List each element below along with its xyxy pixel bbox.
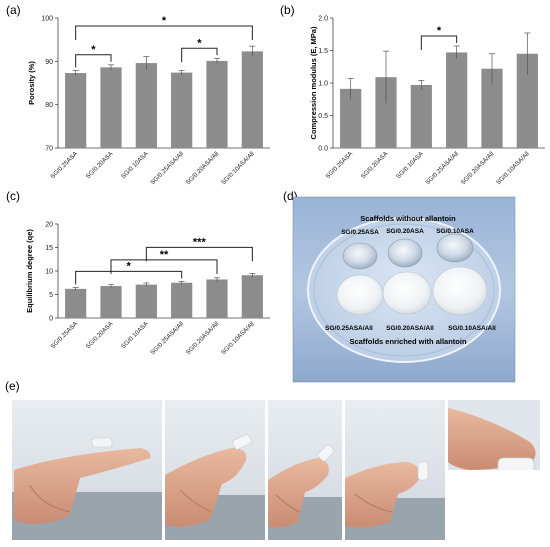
x-tick-label: SG/0.10ASA/All: [220, 150, 256, 186]
bar: [135, 63, 157, 148]
y-tick-label: 90: [45, 59, 53, 66]
bar: [340, 88, 362, 148]
x-tick-label: SG/0.20ASA: [360, 150, 390, 180]
bar: [206, 60, 228, 148]
x-tick-label: SG/0.10ASA: [120, 320, 150, 350]
bar: [100, 67, 122, 148]
y-tick-label: 0.0: [318, 146, 328, 153]
panel-label-e: (e): [5, 379, 20, 393]
panel-label-c: (c): [6, 189, 20, 203]
y-tick-label: 80: [45, 102, 53, 109]
y-axis-label: Compression modulus (E, MPa): [309, 26, 318, 139]
top-label-2: SG/0.10ASA: [436, 228, 474, 235]
x-tick-label: SG/0.20ASA: [85, 150, 115, 180]
x-tick-label: SG/0.10ASA/All: [495, 150, 531, 186]
x-tick-label: SG/0.10ASA: [395, 150, 425, 180]
y-tick-label: 5: [49, 292, 53, 299]
bottom-label-2: SG/0.10ASA/All: [448, 325, 496, 332]
x-tick-label: SG/0.25ASA: [49, 320, 79, 350]
significance-bracket: [181, 47, 218, 63]
bar: [206, 279, 228, 318]
bottom-label-1: SG/0.20ASA/All: [386, 325, 434, 332]
white-scaffold-1: [336, 274, 384, 316]
panel-label-b: (b): [280, 3, 295, 17]
bar: [375, 77, 397, 148]
x-tick-label: SG/0.25ASA: [49, 150, 79, 180]
y-tick-label: 20: [45, 222, 53, 229]
x-tick-label: SG/0.20ASA/All: [460, 150, 496, 186]
significance-bracket: [110, 259, 218, 274]
x-tick-label: SG/0.25ASA: [324, 150, 354, 180]
x-tick-label: SG/0.10ASA/All: [220, 320, 256, 356]
finger-photo-5: [448, 400, 540, 540]
significance-label: ***: [193, 236, 207, 248]
white-scaffold-2: [382, 271, 432, 315]
bar: [65, 288, 87, 318]
panel-label-a: (a): [6, 3, 21, 17]
significance-bracket: [145, 246, 253, 262]
x-tick-label: SG/0.25ASA/All: [149, 320, 185, 356]
bar: [241, 51, 263, 148]
bar: [65, 73, 87, 148]
significance-bracket: [420, 35, 458, 50]
finger-photo-1: [12, 400, 162, 540]
bar: [171, 72, 193, 148]
significance-bracket: [75, 270, 183, 285]
finger-photo-3: [268, 400, 342, 540]
x-tick-label: SG/0.25ASA/All: [424, 150, 460, 186]
scaffolds-without-title: Scaffolds without allantoin: [360, 214, 456, 223]
y-tick-label: 0: [49, 316, 53, 323]
white-scaffold-3: [432, 266, 488, 316]
x-tick-label: SG/0.20ASA/All: [185, 150, 221, 186]
top-label-0: SG/0.25ASA: [341, 229, 379, 236]
y-tick-label: 70: [45, 146, 53, 153]
clear-scaffold-1: [342, 242, 378, 270]
bar: [100, 286, 122, 318]
bar: [135, 284, 157, 318]
significance-label: *: [127, 260, 132, 272]
significance-label: **: [160, 249, 169, 261]
chart-equilibrium-degree: 0 5 10 15 20 Equilibrium degree (qe) SG/0.25AS…: [25, 222, 270, 356]
y-tick-label: 2.0: [318, 16, 328, 23]
y-axis-label: Porosity (%): [27, 61, 36, 105]
bottom-label-0: SG/0.25ASA/All: [325, 325, 373, 332]
significance-label: *: [91, 44, 96, 56]
significance-label: *: [437, 25, 442, 37]
bar: [171, 282, 193, 318]
photo-strip-finger: [12, 400, 540, 540]
y-tick-label: 0.5: [318, 113, 328, 120]
y-tick-label: 1.5: [318, 48, 328, 55]
finger-photo-4: [345, 400, 445, 540]
clear-scaffold-2: [387, 238, 423, 268]
x-tick-label: SG/0.20ASA/All: [185, 320, 221, 356]
scaffolds-enriched-title: Scaffolds enriched with allantoin: [349, 337, 467, 346]
x-tick-label: SG/0.20ASA: [85, 320, 115, 350]
significance-bracket: [75, 25, 253, 40]
bar: [241, 275, 263, 318]
bar: [516, 53, 538, 148]
x-tick-label: SG/0.25ASA/All: [149, 150, 185, 186]
significance-label: *: [197, 37, 202, 49]
y-tick-label: 10: [45, 269, 53, 276]
finger-photo-2: [165, 400, 265, 540]
bar: [446, 52, 468, 149]
significance-label: *: [162, 15, 167, 27]
y-tick-label: 15: [45, 245, 53, 252]
y-tick-label: 100: [41, 16, 53, 23]
y-axis-label: Equilibrium degree (qe): [25, 229, 34, 313]
photo-scaffolds-dish: Scaffolds without allantoin SG/0.25ASA S…: [292, 196, 516, 383]
significance-bracket: [75, 54, 112, 68]
clear-scaffold-3: [436, 233, 474, 263]
bar: [481, 68, 503, 148]
y-tick-label: 1.0: [318, 81, 328, 88]
top-label-1: SG/0.20ASA: [386, 228, 424, 235]
x-tick-label: SG/0.10ASA: [120, 150, 150, 180]
bar: [410, 84, 432, 148]
